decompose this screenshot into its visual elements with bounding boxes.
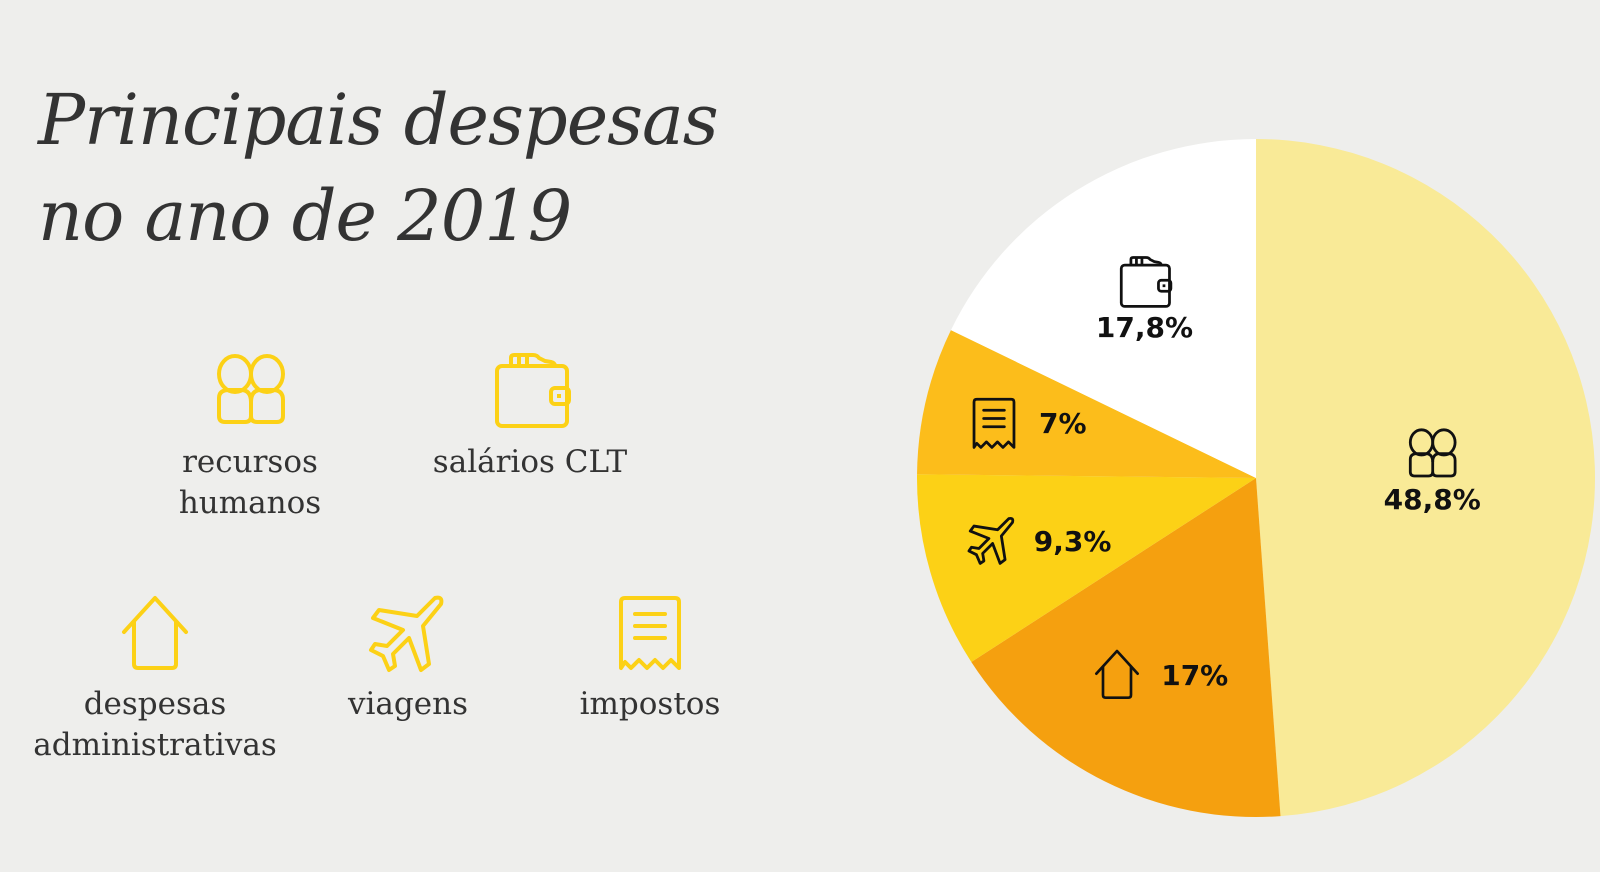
pie-slice-recursos-humanos [1256,139,1595,817]
legend-label: impostos [579,686,721,722]
chart-title-line-1: Principais despesas [38,79,719,161]
legend-label: salários CLT [432,444,628,480]
house-icon [1087,648,1147,702]
legend-item-viagens: viagens [338,594,478,725]
pie-data-label: 48,8% [1383,483,1481,517]
people-icon [1397,427,1467,483]
legend-item-recursos-humanos: recursos humanos [170,352,330,524]
pie-slice-viagens [916,474,1256,663]
pie-label-group: 48,8% [1384,427,1481,516]
pie-label-group: 17% [1087,648,1228,702]
pie-label-group: 9,3% [964,516,1112,566]
pie-slice-salarios-clt [950,138,1256,478]
receipt-icon [619,596,681,670]
legend-item-impostos: impostos [565,594,735,725]
house-icon [122,596,188,670]
legend-label: recursos humanos [178,444,322,521]
legend-label: despesas administrativas [33,686,277,763]
pie-label-group: 7% [963,395,1087,453]
people-icon [217,354,285,424]
chart-title: Principais despesas no ano de 2019 [38,72,719,264]
pie-data-label: 17,8% [1095,311,1194,345]
legend-item-despesas-administrativas: despesas administrativas [10,594,300,766]
receipt-icon [963,395,1025,453]
legend-item-salarios-clt: salários CLT [420,352,640,483]
pie-slice-despesas-administrativas [971,478,1281,817]
pie-slice-impostos [917,330,1256,478]
pie-data-label: 7% [1039,407,1087,441]
pie-data-label: 17% [1161,658,1229,692]
pie-label-group: 17,8% [1096,255,1193,344]
airplane-icon [964,516,1020,566]
wallet-icon [495,353,571,428]
airplane-icon [369,595,444,672]
pie-data-label: 9,3% [1033,524,1112,558]
wallet-icon [1113,255,1175,311]
chart-title-line-2: no ano de 2019 [38,175,572,257]
legend-label: viagens [348,686,468,722]
